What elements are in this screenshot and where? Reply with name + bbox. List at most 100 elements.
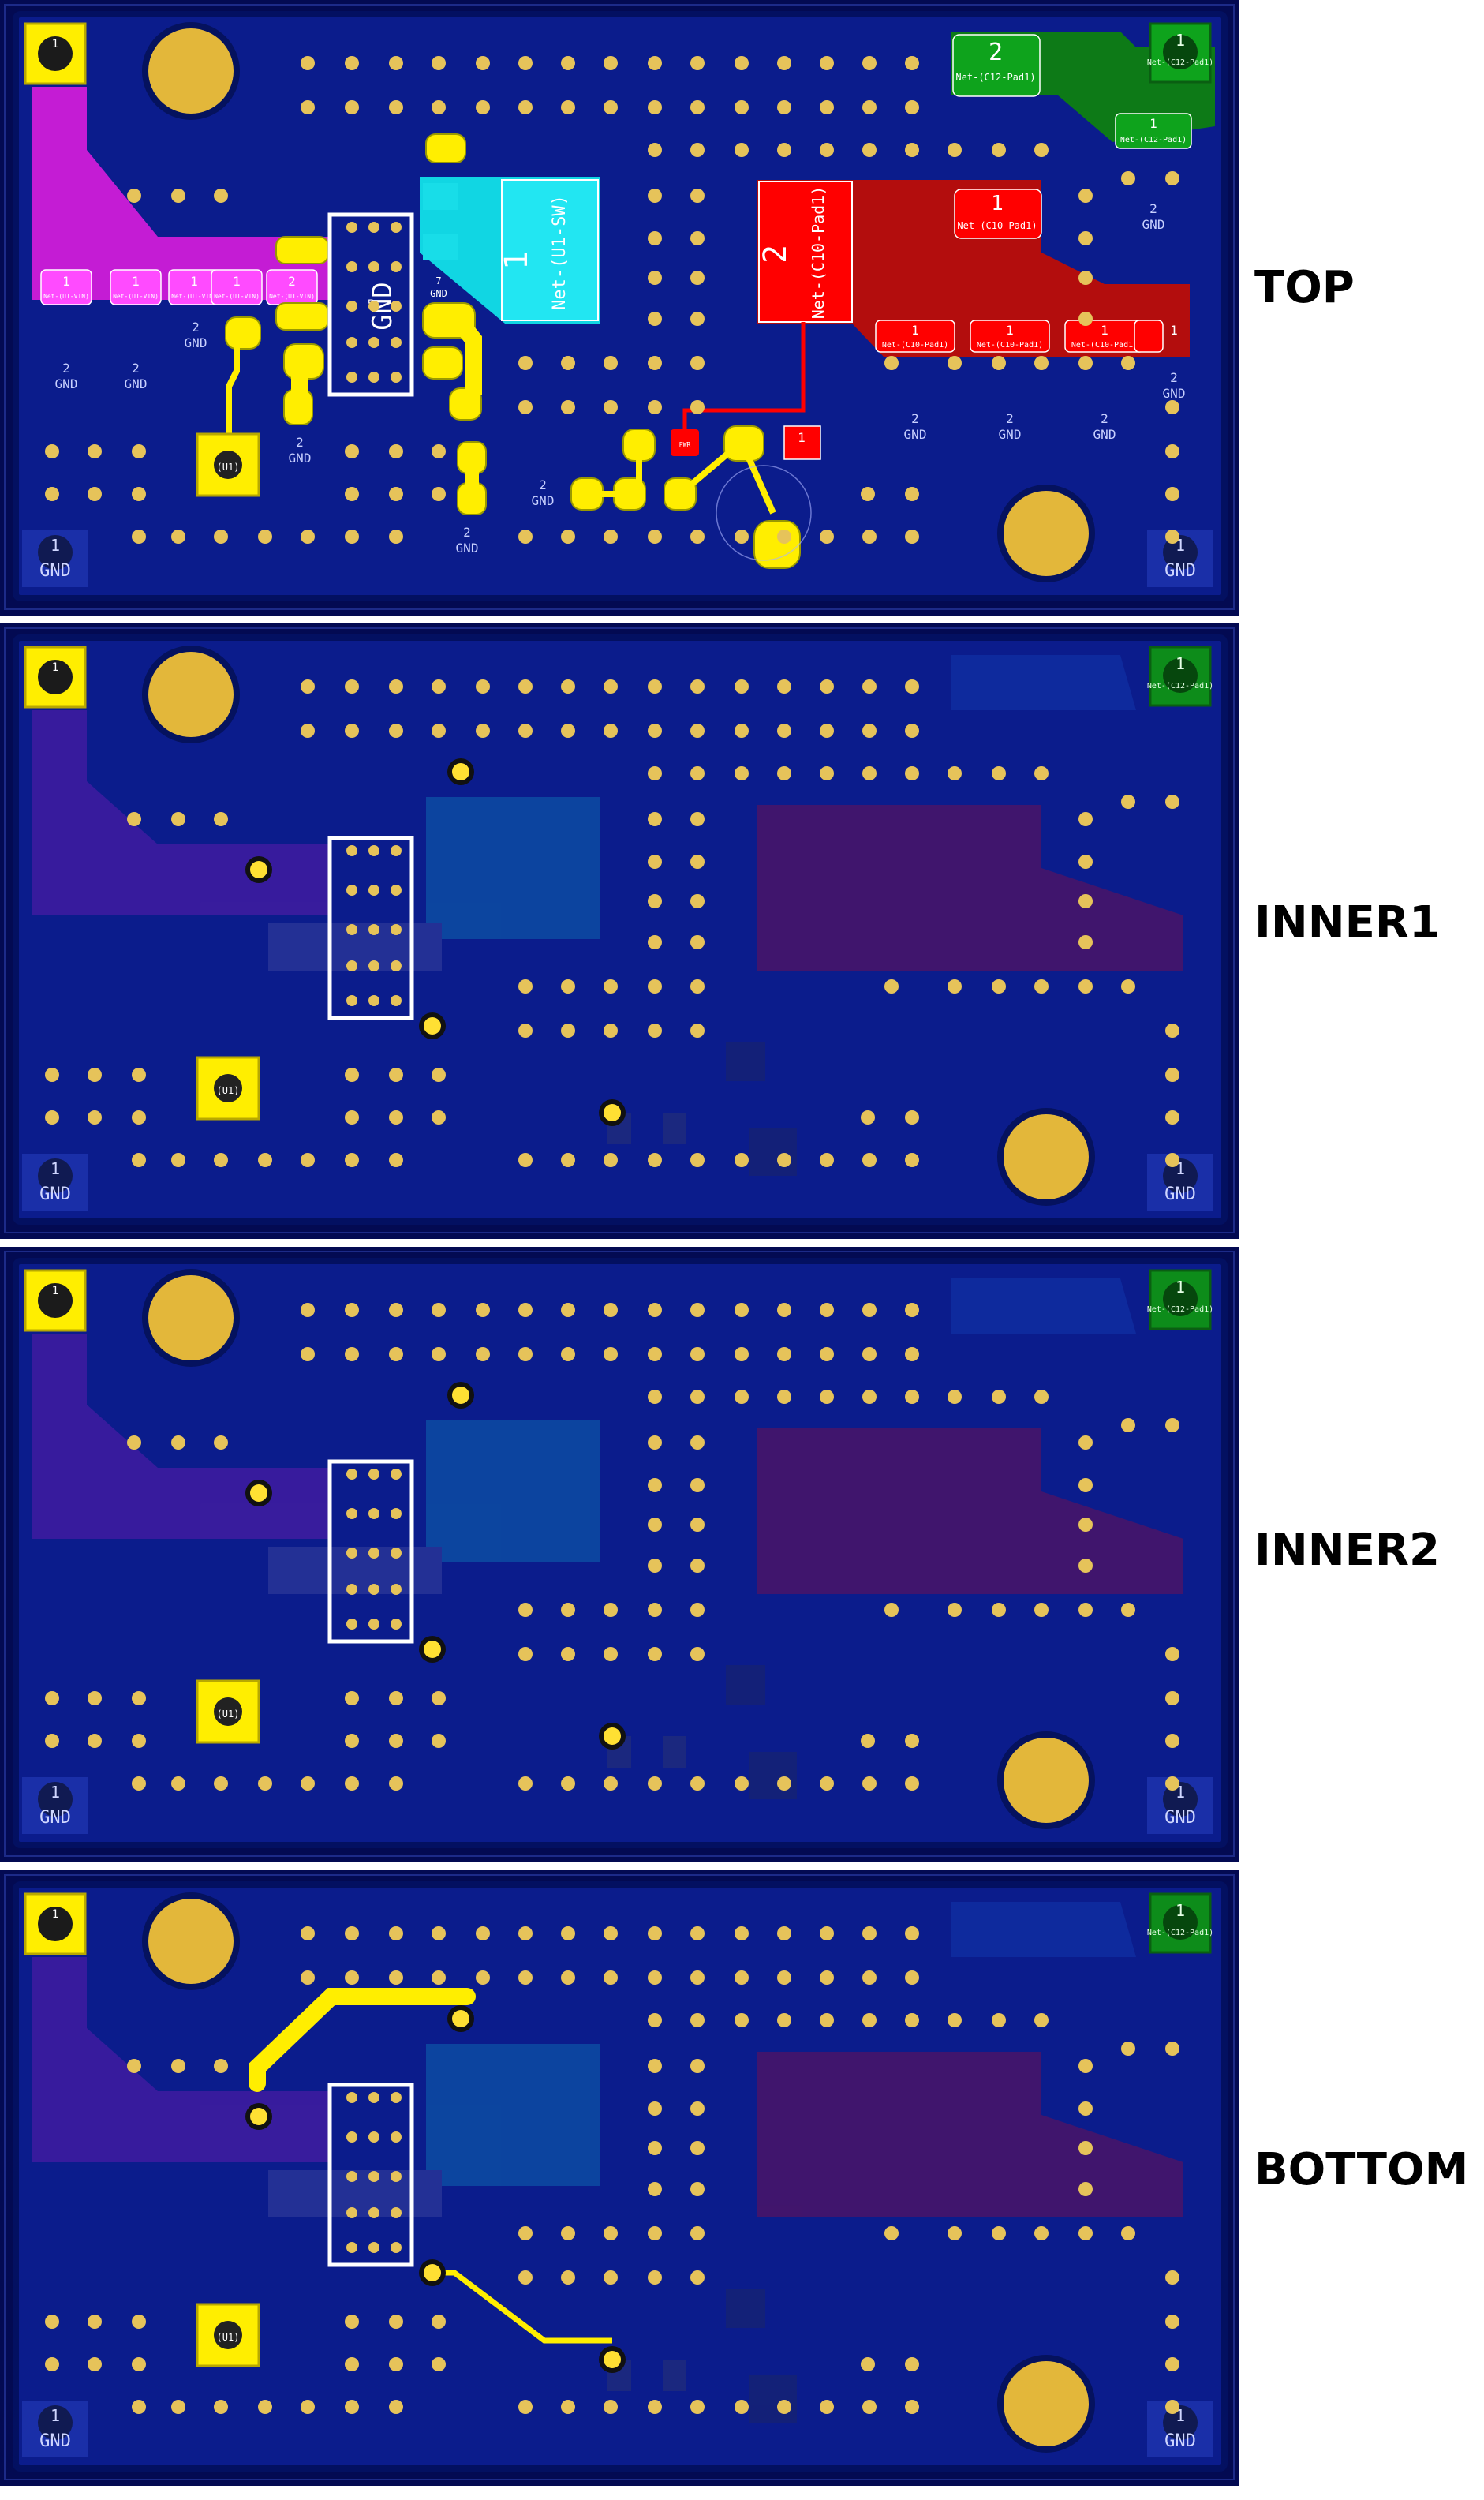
via <box>690 1390 705 1404</box>
via <box>368 1469 379 1480</box>
via <box>648 2400 662 2414</box>
panel-border <box>4 1251 1235 1857</box>
via <box>820 1776 834 1791</box>
via <box>345 2357 359 2371</box>
via <box>45 444 59 458</box>
via <box>648 189 662 203</box>
via <box>345 1110 359 1125</box>
via <box>391 1548 402 1559</box>
via <box>171 1153 185 1167</box>
gnd-label: GND <box>39 1185 71 1204</box>
via <box>648 56 662 70</box>
via <box>735 530 749 544</box>
via <box>132 1691 146 1705</box>
via <box>820 2013 834 2027</box>
via <box>1078 894 1093 908</box>
via <box>862 530 877 544</box>
ghost-sw-zone <box>426 797 600 939</box>
via <box>604 56 618 70</box>
panel-border <box>4 627 1235 1233</box>
layer-panel-bottom: 1 1 GND 1 GND 1 Net-(C12-Pad1) (U1) <box>0 1870 1239 2486</box>
via <box>389 100 403 114</box>
pad-number: 1 <box>1176 1901 1185 1920</box>
via <box>1078 189 1093 203</box>
via <box>432 1347 446 1361</box>
via <box>820 1390 834 1404</box>
via <box>561 56 575 70</box>
via <box>820 679 834 694</box>
via <box>346 885 357 896</box>
via <box>905 487 919 501</box>
c10-small-pad <box>970 320 1050 353</box>
via <box>648 2182 662 2196</box>
via <box>690 2182 705 2196</box>
via <box>389 56 403 70</box>
via <box>862 766 877 780</box>
via <box>518 1970 533 1985</box>
via <box>862 1926 877 1940</box>
via <box>476 724 490 738</box>
via <box>346 845 357 856</box>
via <box>561 400 575 414</box>
via-array <box>45 56 1179 544</box>
via <box>301 100 315 114</box>
gnd-hole <box>1163 2405 1198 2440</box>
via <box>690 1024 705 1038</box>
gnd-hole <box>38 1158 73 1193</box>
gnd-hole <box>38 2405 73 2440</box>
via <box>345 679 359 694</box>
via <box>648 2101 662 2116</box>
via <box>1078 1478 1093 1492</box>
ghost-part <box>749 1128 797 1176</box>
net-label: Net-(C12-Pad1) <box>1147 1305 1213 1314</box>
yellow-trace <box>447 310 482 395</box>
via <box>861 487 875 501</box>
mounting-hole <box>1004 1738 1089 1823</box>
via <box>604 979 618 994</box>
connector-hole <box>38 1283 73 1318</box>
via <box>432 1110 446 1125</box>
via <box>132 487 146 501</box>
via <box>368 1548 379 1559</box>
panel-border <box>4 4 1235 610</box>
via <box>690 724 705 738</box>
thru-via <box>424 2264 441 2281</box>
pad-number: 1 <box>62 274 70 289</box>
via <box>648 530 662 544</box>
via <box>992 2013 1006 2027</box>
via <box>1034 143 1049 157</box>
via <box>132 2357 146 2371</box>
via <box>777 2013 791 2027</box>
via <box>604 1970 618 1985</box>
net-label: Net-(C12-Pad1) <box>1120 136 1187 144</box>
via <box>1078 2059 1093 2073</box>
via <box>735 1970 749 1985</box>
via <box>690 812 705 826</box>
net-label: Net-(C12-Pad1) <box>1147 58 1213 67</box>
via <box>690 143 705 157</box>
thru-via <box>452 763 469 780</box>
via <box>391 337 402 348</box>
via <box>432 487 446 501</box>
silk-outline <box>716 465 812 561</box>
via <box>690 1559 705 1573</box>
vin-pad <box>40 269 92 305</box>
via <box>777 56 791 70</box>
via <box>690 1926 705 1940</box>
pad <box>225 316 261 350</box>
via <box>777 679 791 694</box>
via <box>1165 1068 1179 1082</box>
gnd-label: GND <box>1093 427 1116 442</box>
sw-pad <box>423 234 458 260</box>
via <box>648 143 662 157</box>
via <box>561 1970 575 1985</box>
via <box>1121 171 1135 185</box>
pad-number: 2 <box>1101 411 1108 426</box>
via <box>690 400 705 414</box>
via <box>690 1303 705 1317</box>
via <box>862 2400 877 2414</box>
ghost-c10-zone <box>757 2052 1183 2217</box>
gnd-hole <box>1163 535 1198 570</box>
thru-via <box>250 1484 267 1502</box>
c10-pad <box>954 189 1042 239</box>
